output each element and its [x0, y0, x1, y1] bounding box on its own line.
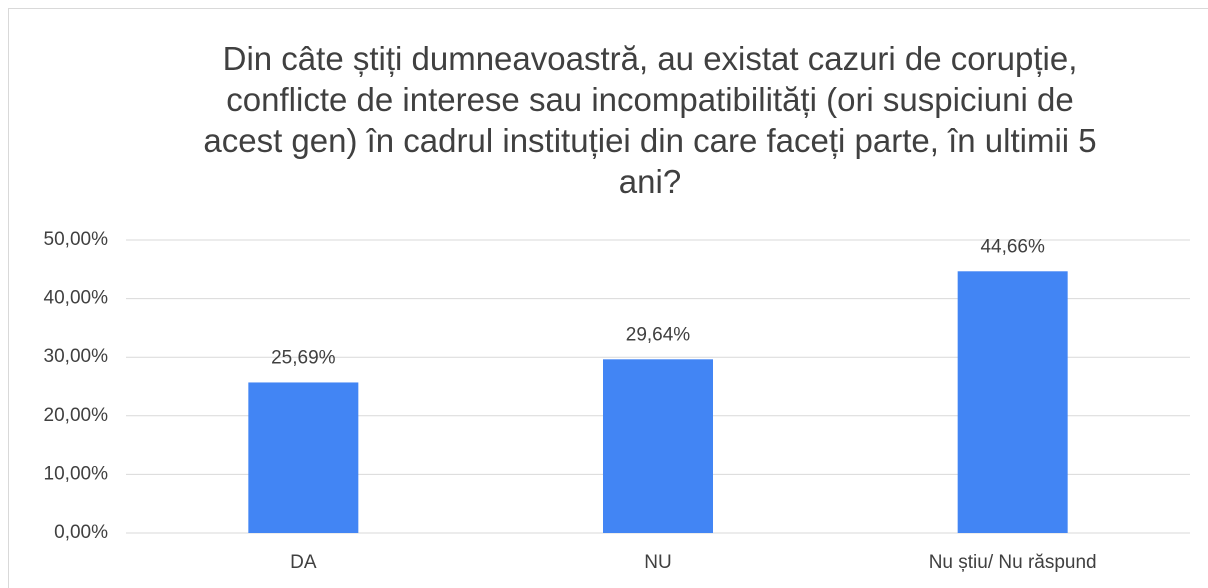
x-tick-label: Nu știu/ Nu răspund	[929, 552, 1097, 573]
x-tick-label: NU	[644, 552, 671, 573]
bar	[603, 359, 713, 533]
data-label: 29,64%	[626, 324, 691, 345]
data-label: 25,69%	[271, 347, 336, 368]
y-tick-label: 10,00%	[44, 463, 109, 484]
y-tick-label: 30,00%	[44, 346, 109, 367]
y-tick-label: 40,00%	[44, 288, 109, 309]
y-tick-label: 50,00%	[44, 229, 109, 250]
x-tick-label: DA	[290, 552, 317, 573]
bar	[957, 271, 1068, 533]
y-tick-label: 0,00%	[54, 522, 108, 543]
y-tick-label: 20,00%	[44, 405, 109, 426]
chart-frame	[8, 8, 1208, 588]
chart-title: Din câte știți dumneavoastră, au existat…	[203, 40, 1097, 200]
data-label: 44,66%	[980, 236, 1045, 257]
bar	[248, 382, 359, 533]
